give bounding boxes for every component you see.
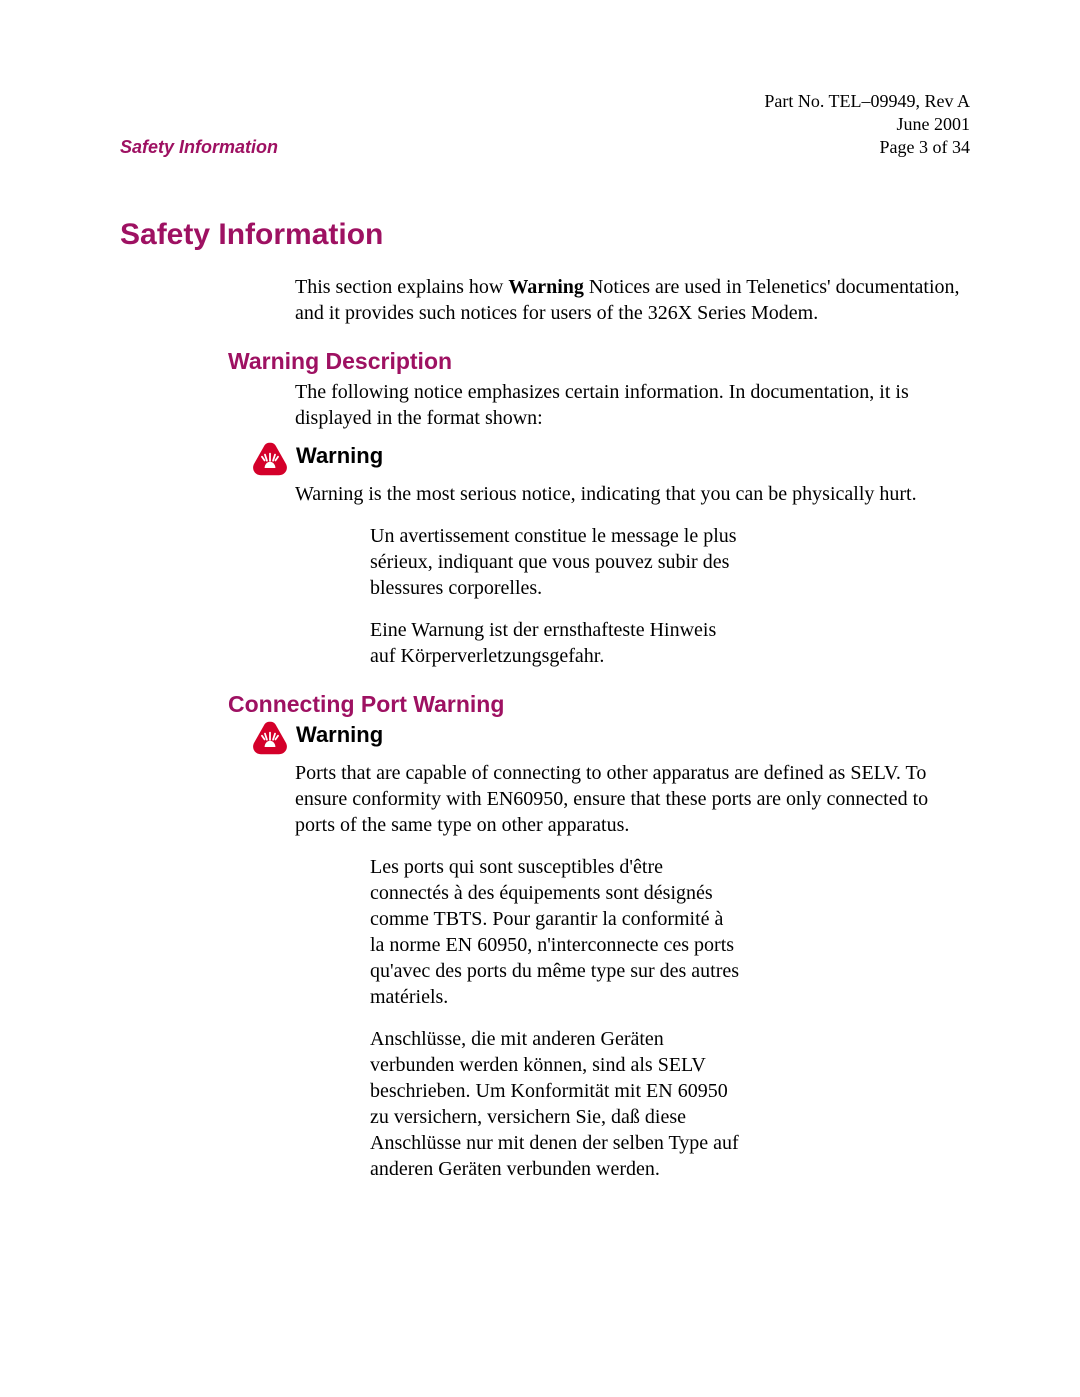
warning-text-de-2: Anschlüsse, die mit anderen Geräten verb… xyxy=(370,1026,740,1182)
subheading-warning-description: Warning Description xyxy=(228,348,970,375)
page-title: Safety Information xyxy=(120,218,970,252)
part-number: Part No. TEL–09949, Rev A xyxy=(120,90,970,113)
header-row: Safety Information Page 3 of 34 xyxy=(120,137,970,158)
page-number: Page 3 of 34 xyxy=(880,137,970,158)
warning-icon xyxy=(252,441,288,477)
warning-text-fr-2: Les ports qui sont susceptibles d'être c… xyxy=(370,854,740,1010)
warning-description-body: The following notice emphasizes certain … xyxy=(295,379,970,431)
warning-text-en-2: Ports that are capable of connecting to … xyxy=(295,760,970,838)
warning-block-1: Warning xyxy=(252,443,970,477)
warning-text-de-1: Eine Warnung ist der ernsthafteste Hinwe… xyxy=(370,617,740,669)
subheading-connecting-port: Connecting Port Warning xyxy=(228,691,970,718)
running-section-title: Safety Information xyxy=(120,137,278,158)
header-meta: Part No. TEL–09949, Rev A June 2001 xyxy=(120,90,970,135)
page-container: Part No. TEL–09949, Rev A June 2001 Safe… xyxy=(0,0,1080,1272)
warning-text-fr-1: Un avertissement constitue le message le… xyxy=(370,523,740,601)
warning-icon xyxy=(252,720,288,756)
warning-block-2: Warning xyxy=(252,722,970,756)
warning-label: Warning xyxy=(296,443,383,469)
document-date: June 2001 xyxy=(120,113,970,136)
intro-paragraph: This section explains how Warning Notice… xyxy=(295,274,970,326)
warning-label: Warning xyxy=(296,722,383,748)
warning-text-en-1: Warning is the most serious notice, indi… xyxy=(295,481,970,507)
